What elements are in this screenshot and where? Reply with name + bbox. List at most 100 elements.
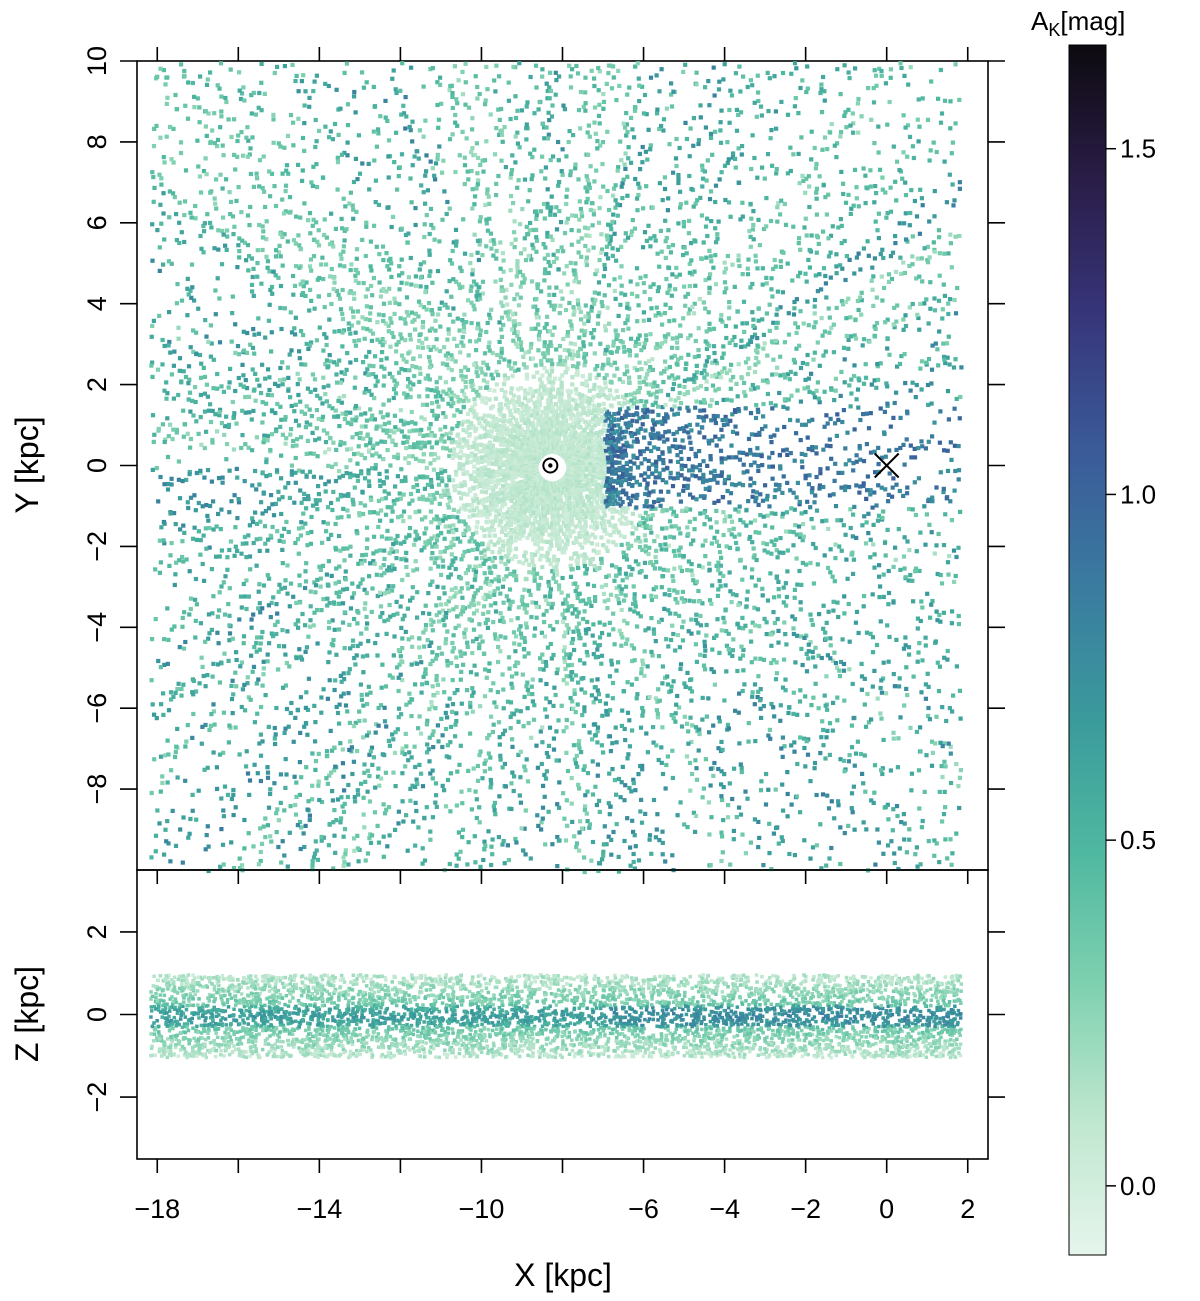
- heatmap-cell: [736, 258, 741, 263]
- heatmap-cell: [942, 354, 947, 359]
- heatmap-cell: [750, 335, 755, 340]
- heatmap-cell: [502, 453, 507, 458]
- heatmap-cell: [788, 417, 793, 423]
- heatmap-cell: [587, 400, 592, 405]
- heatmap-cell: [903, 180, 908, 185]
- heatmap-cell: [551, 420, 556, 425]
- heatmap-cell: [518, 269, 523, 274]
- heatmap-cell: [797, 181, 802, 186]
- heatmap-cell: [540, 373, 545, 378]
- heatmap-cell: [922, 301, 927, 306]
- heatmap-cell: [564, 264, 569, 269]
- heatmap-cell: [816, 241, 821, 246]
- heatmap-cell: [904, 437, 909, 442]
- heatmap-cell: [840, 266, 845, 271]
- heatmap-cell: [615, 366, 620, 371]
- heatmap-cell: [384, 430, 389, 435]
- heatmap-cell: [314, 139, 319, 144]
- heatmap-cell: [401, 111, 407, 116]
- heatmap-cell: [613, 296, 618, 301]
- heatmap-cell: [232, 411, 237, 416]
- heatmap-cell: [871, 86, 876, 91]
- heatmap-cell: [755, 175, 760, 180]
- heatmap-cell: [602, 444, 607, 449]
- heatmap-cell: [707, 276, 712, 281]
- heatmap-cell: [365, 367, 370, 372]
- heatmap-cell: [585, 178, 590, 183]
- heatmap-cell: [440, 361, 445, 366]
- heatmap-cell: [371, 84, 376, 89]
- heatmap-cell: [516, 367, 521, 372]
- heatmap-cell: [795, 418, 800, 423]
- heatmap-cell: [581, 344, 586, 349]
- heatmap-cell: [901, 327, 906, 332]
- heatmap-cell: [441, 158, 446, 163]
- heatmap-cell: [907, 223, 912, 228]
- heatmap-cell: [771, 357, 776, 362]
- heatmap-cell: [592, 408, 597, 413]
- heatmap-cell: [557, 311, 562, 316]
- heatmap-cell: [732, 284, 737, 289]
- heatmap-cell: [898, 445, 903, 451]
- heatmap-cell: [861, 412, 866, 417]
- heatmap-cell: [622, 435, 627, 440]
- heatmap-cell: [920, 279, 925, 284]
- heatmap-cell: [231, 415, 236, 420]
- heatmap-cell: [632, 105, 638, 110]
- heatmap-cell: [508, 116, 513, 122]
- heatmap-cell: [497, 408, 502, 413]
- heatmap-cell: [520, 273, 526, 278]
- heatmap-cell: [244, 350, 250, 355]
- heatmap-cell: [622, 413, 628, 418]
- heatmap-cell: [526, 253, 531, 259]
- heatmap-cell: [778, 305, 783, 310]
- heatmap-cell: [339, 400, 344, 405]
- heatmap-cell: [480, 279, 486, 284]
- heatmap-cell: [612, 231, 617, 236]
- heatmap-cell: [288, 395, 293, 400]
- heatmap-cell: [537, 329, 542, 334]
- heatmap-cell: [536, 430, 541, 435]
- heatmap-cell: [372, 417, 377, 422]
- heatmap-cell: [509, 457, 514, 462]
- heatmap-cell: [835, 412, 840, 417]
- heatmap-cell: [563, 407, 568, 412]
- heatmap-cell: [667, 375, 672, 380]
- heatmap-cell: [598, 341, 603, 346]
- heatmap-cell: [585, 395, 590, 401]
- heatmap-cell: [814, 190, 819, 195]
- heatmap-cell: [885, 384, 890, 389]
- heatmap-cell: [460, 318, 465, 323]
- heatmap-cell: [637, 333, 642, 338]
- heatmap-cell: [349, 262, 354, 267]
- heatmap-cell: [908, 65, 913, 70]
- heatmap-cell: [257, 222, 262, 228]
- heatmap-cell: [301, 284, 306, 289]
- heatmap-cell: [708, 131, 714, 136]
- heatmap-cell: [521, 354, 526, 359]
- heatmap-cell: [446, 331, 451, 336]
- heatmap-cell: [467, 339, 473, 344]
- heatmap-cell: [955, 285, 960, 291]
- heatmap-cell: [573, 166, 578, 171]
- heatmap-cell: [248, 342, 253, 347]
- heatmap-cell: [213, 201, 218, 206]
- heatmap-cell: [731, 374, 736, 380]
- heatmap-cell: [670, 272, 675, 277]
- heatmap-cell: [561, 336, 566, 342]
- heatmap-cell: [544, 81, 549, 86]
- heatmap-cell: [695, 422, 700, 427]
- heatmap-cell: [597, 102, 602, 107]
- heatmap-cell: [582, 355, 587, 360]
- heatmap-cell: [497, 461, 502, 466]
- heatmap-cell: [461, 321, 466, 326]
- heatmap-cell: [485, 228, 490, 233]
- heatmap-cell: [865, 239, 870, 244]
- heatmap-cell: [687, 468, 692, 473]
- heatmap-cell: [703, 306, 708, 311]
- heatmap-cell: [764, 224, 769, 229]
- heatmap-cell: [692, 379, 697, 385]
- heatmap-cell: [677, 390, 682, 396]
- heatmap-cell: [755, 446, 760, 451]
- heatmap-cell: [502, 125, 507, 130]
